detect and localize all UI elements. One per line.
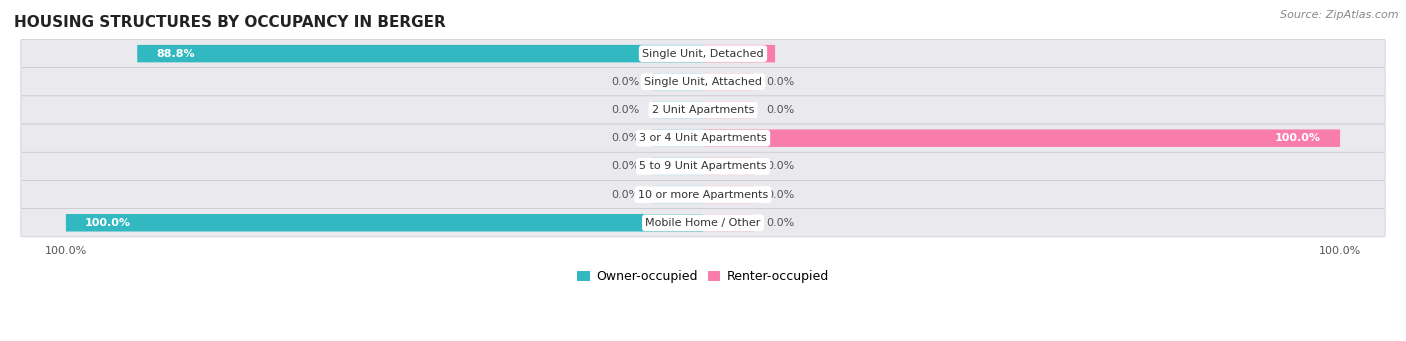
Text: 0.0%: 0.0% — [612, 161, 640, 172]
FancyBboxPatch shape — [138, 45, 703, 62]
FancyBboxPatch shape — [652, 130, 703, 147]
Text: 0.0%: 0.0% — [612, 77, 640, 87]
Text: 10 or more Apartments: 10 or more Apartments — [638, 190, 768, 199]
FancyBboxPatch shape — [21, 180, 1385, 209]
FancyBboxPatch shape — [703, 130, 1340, 147]
Text: HOUSING STRUCTURES BY OCCUPANCY IN BERGER: HOUSING STRUCTURES BY OCCUPANCY IN BERGE… — [14, 15, 446, 30]
FancyBboxPatch shape — [21, 40, 1385, 68]
Text: 5 to 9 Unit Apartments: 5 to 9 Unit Apartments — [640, 161, 766, 172]
FancyBboxPatch shape — [21, 152, 1385, 180]
FancyBboxPatch shape — [66, 214, 703, 232]
Text: 0.0%: 0.0% — [766, 190, 794, 199]
FancyBboxPatch shape — [652, 101, 703, 119]
Text: 11.3%: 11.3% — [717, 49, 756, 59]
Text: Single Unit, Detached: Single Unit, Detached — [643, 49, 763, 59]
Legend: Owner-occupied, Renter-occupied: Owner-occupied, Renter-occupied — [572, 265, 834, 288]
FancyBboxPatch shape — [703, 45, 775, 62]
FancyBboxPatch shape — [652, 186, 703, 203]
FancyBboxPatch shape — [21, 209, 1385, 237]
FancyBboxPatch shape — [21, 124, 1385, 152]
FancyBboxPatch shape — [652, 73, 703, 91]
Text: Single Unit, Attached: Single Unit, Attached — [644, 77, 762, 87]
FancyBboxPatch shape — [703, 214, 754, 232]
FancyBboxPatch shape — [703, 101, 754, 119]
Text: 0.0%: 0.0% — [612, 133, 640, 143]
Text: 3 or 4 Unit Apartments: 3 or 4 Unit Apartments — [640, 133, 766, 143]
FancyBboxPatch shape — [703, 186, 754, 203]
Text: 100.0%: 100.0% — [1275, 133, 1320, 143]
FancyBboxPatch shape — [652, 158, 703, 175]
FancyBboxPatch shape — [21, 68, 1385, 96]
Text: Source: ZipAtlas.com: Source: ZipAtlas.com — [1281, 10, 1399, 20]
Text: 0.0%: 0.0% — [766, 105, 794, 115]
Text: Mobile Home / Other: Mobile Home / Other — [645, 218, 761, 228]
Text: 0.0%: 0.0% — [766, 77, 794, 87]
FancyBboxPatch shape — [703, 73, 754, 91]
Text: 0.0%: 0.0% — [766, 218, 794, 228]
FancyBboxPatch shape — [21, 96, 1385, 124]
Text: 0.0%: 0.0% — [612, 105, 640, 115]
Text: 100.0%: 100.0% — [86, 218, 131, 228]
FancyBboxPatch shape — [703, 158, 754, 175]
Text: 2 Unit Apartments: 2 Unit Apartments — [652, 105, 754, 115]
Text: 0.0%: 0.0% — [766, 161, 794, 172]
Text: 88.8%: 88.8% — [156, 49, 195, 59]
Text: 0.0%: 0.0% — [612, 190, 640, 199]
